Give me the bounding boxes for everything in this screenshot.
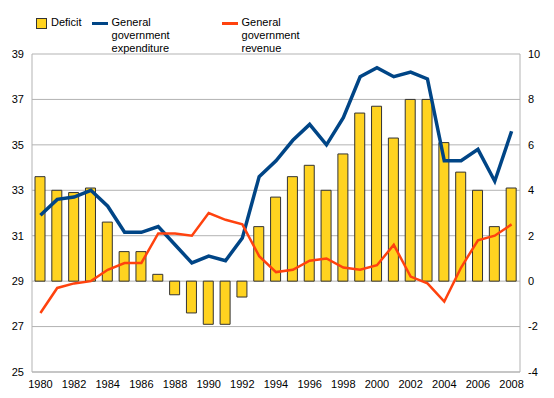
svg-text:-2: -2 [528, 320, 538, 332]
svg-text:-4: -4 [528, 366, 538, 378]
svg-text:2008: 2008 [499, 378, 523, 390]
svg-text:6: 6 [528, 139, 534, 151]
svg-text:31: 31 [12, 230, 24, 242]
svg-text:1984: 1984 [95, 378, 119, 390]
svg-text:1988: 1988 [163, 378, 187, 390]
svg-text:4: 4 [528, 184, 534, 196]
svg-text:0: 0 [528, 275, 534, 287]
svg-text:2004: 2004 [432, 378, 456, 390]
svg-text:1994: 1994 [264, 378, 288, 390]
svg-text:1998: 1998 [331, 378, 355, 390]
svg-text:1986: 1986 [129, 378, 153, 390]
html-text:General government revenue: General government revenue [241, 16, 300, 54]
svg-text:1992: 1992 [230, 378, 254, 390]
svg-text:2: 2 [528, 230, 534, 242]
svg-text:33: 33 [12, 184, 24, 196]
svg-text:39: 39 [12, 48, 24, 60]
svg-text:2002: 2002 [398, 378, 422, 390]
svg-text:1996: 1996 [297, 378, 321, 390]
svg-text:25: 25 [12, 366, 24, 378]
svg-text:2000: 2000 [365, 378, 389, 390]
svg-text:1990: 1990 [196, 378, 220, 390]
svg-text:35: 35 [12, 139, 24, 151]
svg-text:37: 37 [12, 93, 24, 105]
html-text:Deficit: Deficit [51, 16, 82, 28]
html-text:General government expenditure: General government expenditure [111, 16, 170, 54]
svg-text:1980: 1980 [28, 378, 52, 390]
svg-text:27: 27 [12, 320, 24, 332]
svg-text:29: 29 [12, 275, 24, 287]
svg-text:8: 8 [528, 93, 534, 105]
svg-text:10: 10 [528, 48, 540, 60]
svg-text:2006: 2006 [466, 378, 490, 390]
svg-text:1982: 1982 [62, 378, 86, 390]
